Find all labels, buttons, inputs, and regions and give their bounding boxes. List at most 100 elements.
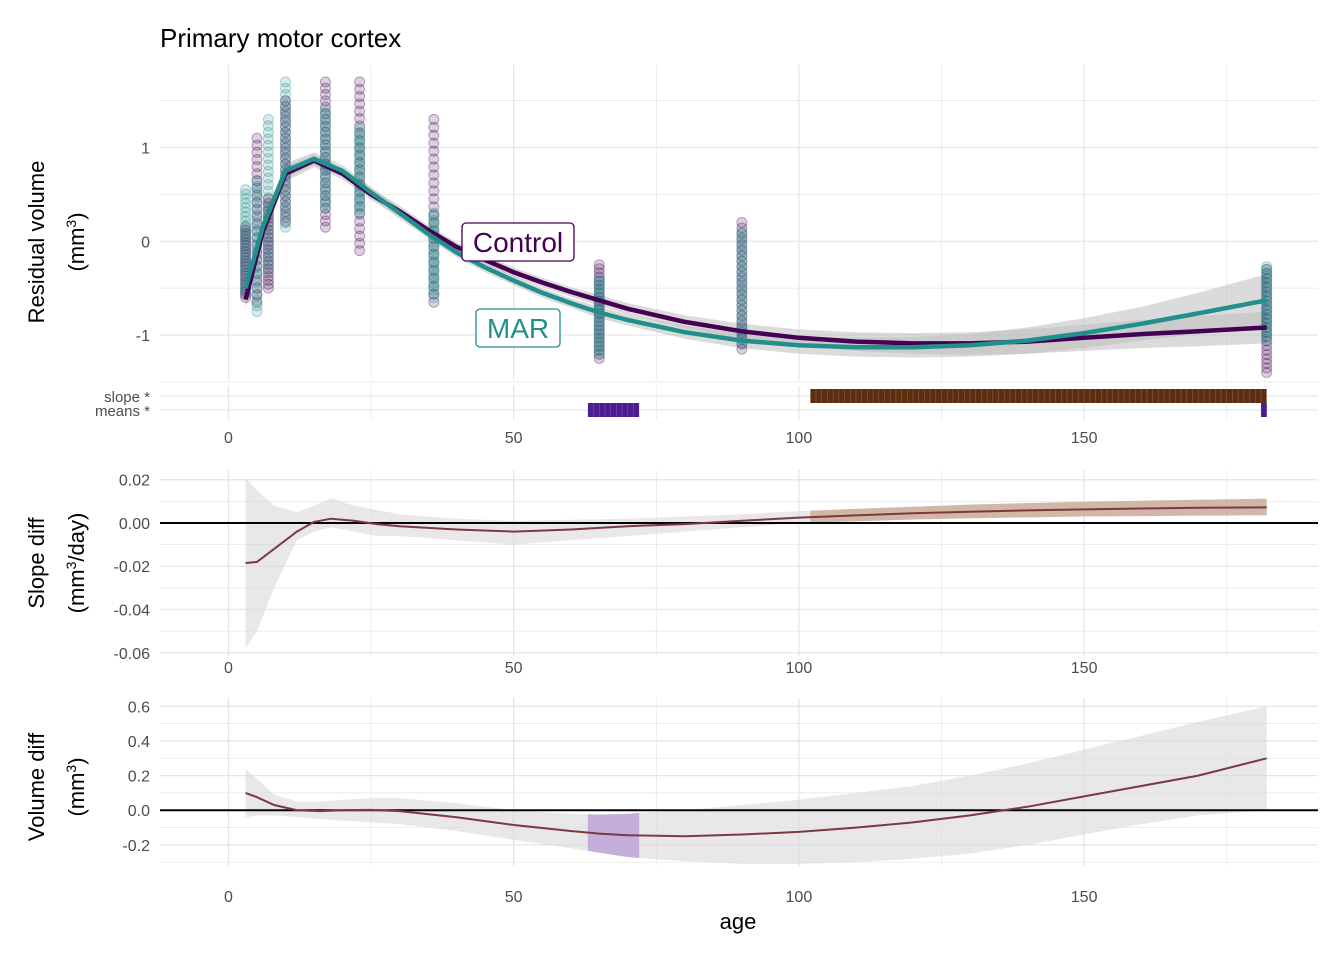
data-point-mar	[251, 209, 263, 221]
data-point-mar	[240, 224, 252, 236]
x-tick-label: 50	[505, 430, 523, 447]
data-point-control	[428, 209, 440, 221]
data-point-mar	[1261, 280, 1273, 292]
data-point-mar	[262, 185, 274, 197]
data-point-mar	[240, 246, 252, 258]
data-point-mar	[354, 126, 366, 138]
data-point-control	[279, 100, 291, 112]
data-point-control	[428, 248, 440, 260]
y-tick-label: 0	[141, 234, 150, 251]
data-point-mar	[319, 190, 331, 202]
data-point-mar	[1261, 311, 1273, 323]
data-point-control	[1261, 286, 1273, 298]
data-point-mar	[262, 146, 274, 158]
data-point-control	[428, 256, 440, 268]
slope-diff-x-ticks: 0 50 100 150	[224, 660, 1098, 677]
data-point-mar	[279, 215, 291, 227]
slope-diff-plot	[160, 477, 1318, 649]
data-point-mar	[593, 283, 605, 295]
data-point-control	[593, 324, 605, 336]
data-point-control	[240, 236, 252, 248]
data-point-mar	[262, 166, 274, 178]
data-point-mar	[240, 188, 252, 200]
x-tick-label: 150	[1071, 660, 1098, 677]
data-point-control	[736, 294, 748, 306]
data-point-control	[736, 305, 748, 317]
data-point-mar	[319, 125, 331, 137]
data-point-mar	[736, 299, 748, 311]
data-point-control	[593, 336, 605, 348]
volume-diff-x-ticks: 0 50 100 150	[224, 889, 1098, 906]
data-point-control	[262, 259, 274, 271]
data-point-control	[262, 251, 274, 263]
data-point-mar	[240, 251, 252, 263]
data-point-control	[279, 95, 291, 107]
data-point-control	[736, 228, 748, 240]
x-tick-label: 100	[786, 430, 813, 447]
data-point-mar	[262, 179, 274, 191]
data-point-mar	[262, 139, 274, 151]
data-point-control	[428, 121, 440, 133]
data-point-mar	[240, 202, 252, 214]
data-point-control	[240, 255, 252, 267]
data-point-mar	[593, 322, 605, 334]
data-point-mar	[428, 255, 440, 267]
slope-diff-line	[245, 506, 1267, 564]
data-point-mar	[428, 273, 440, 285]
slope-diff-y-label-line1: Slope diff	[24, 516, 49, 608]
data-point-mar	[736, 280, 748, 292]
data-point-mar	[251, 306, 263, 318]
data-point-control	[319, 114, 331, 126]
data-point-control	[428, 177, 440, 189]
data-point-mar	[428, 207, 440, 219]
data-point-control	[354, 157, 366, 169]
data-point-mar	[319, 108, 331, 120]
data-point-mar	[428, 292, 440, 303]
data-point-control	[279, 217, 291, 228]
control-label-box	[461, 222, 575, 262]
data-point-control	[1261, 367, 1273, 378]
data-point-mar	[428, 266, 440, 278]
data-point-control	[279, 142, 291, 154]
data-point-control	[279, 201, 291, 213]
data-point-mar	[736, 309, 748, 321]
slope-diff-grid	[160, 470, 1318, 656]
data-point-mar	[428, 244, 440, 256]
data-point-mar	[354, 152, 366, 164]
data-point-mar	[240, 220, 252, 232]
data-point-mar	[428, 277, 440, 289]
data-point-control	[736, 266, 748, 278]
residual-y-ticks: -1 0 1	[136, 141, 150, 346]
data-point-mar	[279, 101, 291, 113]
y-tick-label: -0.04	[114, 603, 151, 620]
data-point-mar	[428, 288, 440, 300]
data-point-mar	[279, 76, 291, 88]
data-point-control	[319, 190, 331, 202]
data-point-control	[428, 161, 440, 173]
data-point-control	[279, 148, 291, 160]
data-point-control	[279, 211, 291, 223]
data-point-mar	[736, 265, 748, 277]
data-point-control	[428, 153, 440, 165]
data-point-control	[262, 278, 274, 290]
data-point-mar	[736, 255, 748, 267]
data-point-mar	[593, 286, 605, 298]
data-point-mar	[251, 180, 263, 192]
data-point-mar	[593, 335, 605, 347]
data-point-mar	[279, 221, 291, 233]
data-point-control	[354, 245, 366, 257]
data-point-mar	[279, 139, 291, 151]
data-point-mar	[428, 262, 440, 274]
data-point-control	[262, 271, 274, 283]
data-point-mar	[319, 130, 331, 142]
y-tick-label: 0.0	[128, 803, 150, 820]
x-tick-label: 100	[786, 889, 813, 906]
control-label-group: Control	[461, 222, 575, 262]
data-point-control	[240, 221, 252, 233]
data-point-mar	[240, 237, 252, 249]
data-point-control	[319, 101, 331, 113]
data-point-control	[1261, 335, 1273, 347]
data-point-control	[319, 95, 331, 107]
data-point-mar	[428, 269, 440, 281]
data-point-control	[262, 255, 274, 267]
